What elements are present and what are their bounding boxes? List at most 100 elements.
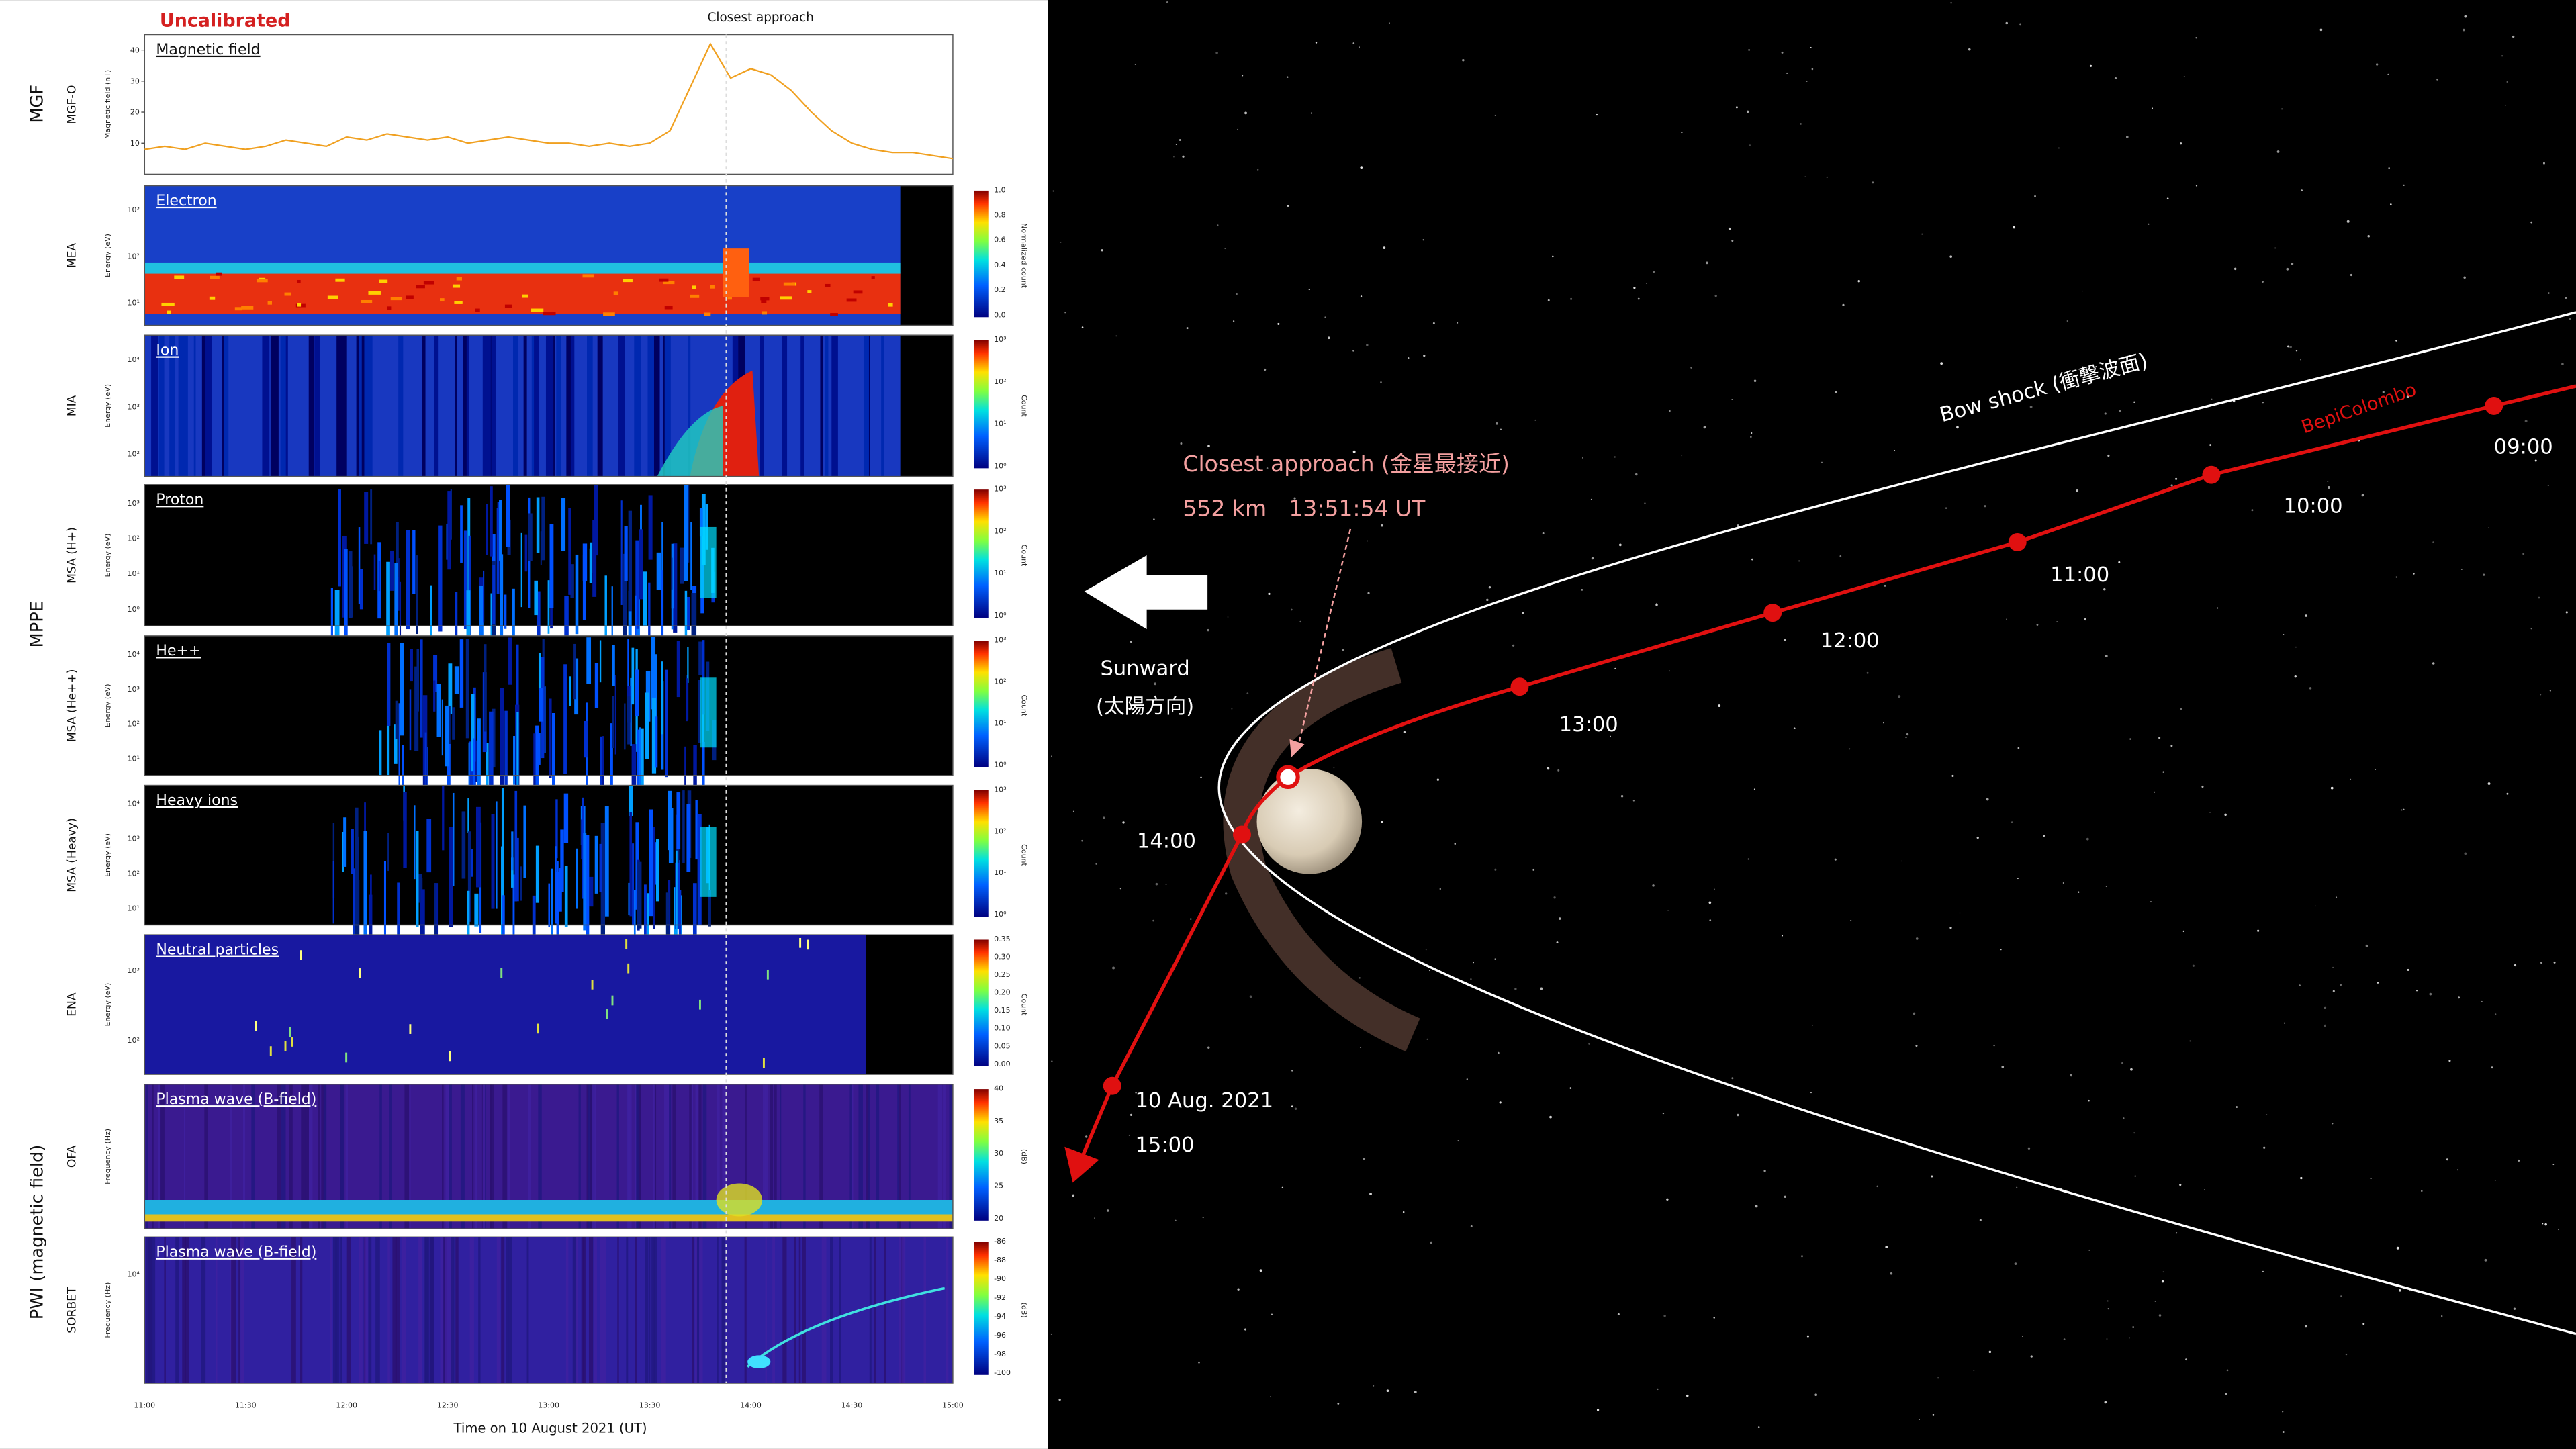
star bbox=[1207, 628, 1209, 632]
colorbar-label: Count bbox=[1020, 695, 1029, 717]
spectrogram-texture bbox=[541, 496, 545, 561]
spectrogram-texture bbox=[653, 335, 659, 477]
spectrogram-texture bbox=[676, 850, 678, 944]
star bbox=[2058, 147, 2060, 149]
panel-title: Plasma wave (B-field) bbox=[156, 1244, 316, 1261]
star bbox=[2132, 1326, 2135, 1328]
spectrogram-texture bbox=[398, 335, 402, 477]
spectrogram-texture bbox=[363, 831, 367, 938]
spectrogram-texture bbox=[548, 883, 551, 927]
star bbox=[1690, 367, 1692, 369]
spectrogram-texture bbox=[398, 558, 400, 611]
colorbar-tick-label: -96 bbox=[994, 1331, 1006, 1340]
star bbox=[1381, 524, 1383, 527]
spectrogram-texture bbox=[648, 582, 651, 647]
star bbox=[1718, 704, 1721, 707]
spectrogram-texture bbox=[500, 554, 504, 665]
y-tick-label: 10⁴ bbox=[128, 355, 140, 364]
star bbox=[1883, 722, 1884, 724]
star bbox=[1857, 280, 1860, 283]
spectrogram-texture bbox=[332, 823, 335, 898]
star bbox=[1470, 1225, 1473, 1227]
star bbox=[2266, 1114, 2268, 1115]
star bbox=[2287, 345, 2289, 348]
colorbar-tick-label: 0.00 bbox=[994, 1060, 1011, 1068]
spectrogram-texture bbox=[639, 727, 641, 799]
star bbox=[1988, 1350, 1992, 1354]
star bbox=[1268, 592, 1271, 596]
spectrogram-texture bbox=[392, 1237, 397, 1384]
star bbox=[2446, 1158, 2448, 1161]
star bbox=[2107, 454, 2110, 457]
star bbox=[1652, 884, 1655, 887]
star bbox=[2005, 21, 2008, 25]
spectrogram-texture bbox=[628, 785, 633, 816]
venus bbox=[1256, 769, 1363, 874]
spectrogram-texture bbox=[572, 1237, 577, 1384]
spectrogram-texture bbox=[561, 498, 566, 551]
spectrogram-texture bbox=[589, 542, 593, 573]
spectrogram-texture bbox=[504, 304, 512, 308]
star bbox=[2538, 596, 2540, 599]
star bbox=[1569, 1087, 1572, 1089]
spectrogram-texture bbox=[511, 831, 514, 871]
star bbox=[2106, 1338, 2108, 1340]
star bbox=[1781, 51, 1784, 54]
spectrogram-texture bbox=[623, 553, 628, 641]
spectrogram-texture bbox=[512, 874, 515, 936]
star bbox=[2133, 1132, 2135, 1134]
spectrogram-texture bbox=[556, 335, 561, 477]
star bbox=[1644, 502, 1646, 504]
star bbox=[2086, 837, 2089, 841]
spectrogram-bg bbox=[144, 335, 901, 477]
star bbox=[1291, 1105, 1293, 1108]
spectrogram-texture bbox=[414, 805, 416, 880]
panel-frame bbox=[144, 635, 954, 776]
spectrogram-texture bbox=[727, 296, 732, 300]
spectrogram-texture bbox=[300, 1237, 303, 1384]
star bbox=[1294, 1107, 1297, 1110]
star bbox=[1197, 1361, 1200, 1364]
spectrogram-texture bbox=[500, 688, 504, 793]
spectrogram-texture bbox=[469, 849, 473, 877]
star bbox=[1499, 1101, 1502, 1104]
spectrogram-texture bbox=[688, 485, 690, 563]
spectrogram-texture bbox=[627, 963, 630, 974]
panel-title: Ion bbox=[156, 342, 179, 359]
spectrogram-texture bbox=[825, 335, 829, 477]
spectrogram-texture bbox=[908, 1084, 911, 1229]
spectrogram-texture bbox=[394, 724, 398, 764]
star bbox=[1731, 1077, 1734, 1080]
spectrogram-texture bbox=[555, 846, 557, 924]
star bbox=[1549, 1115, 1552, 1119]
star bbox=[2014, 1262, 2017, 1265]
star bbox=[2234, 267, 2237, 271]
star bbox=[2549, 690, 2551, 692]
spectrogram-texture bbox=[333, 1237, 338, 1384]
spectrogram-texture bbox=[649, 809, 653, 917]
star bbox=[1540, 987, 1543, 990]
star bbox=[2558, 1229, 2559, 1231]
y-tick-label: 20 bbox=[130, 108, 140, 117]
star bbox=[1315, 42, 1318, 44]
spectrogram-texture bbox=[534, 580, 538, 616]
spectrogram-texture bbox=[289, 1027, 291, 1037]
star bbox=[1890, 1272, 1893, 1275]
star bbox=[1737, 1113, 1739, 1117]
star bbox=[1259, 1269, 1262, 1272]
spectrogram-texture bbox=[231, 1237, 236, 1384]
star bbox=[2128, 1337, 2131, 1339]
panel-title: He++ bbox=[156, 643, 201, 659]
spectrogram-texture bbox=[185, 1237, 189, 1384]
star bbox=[2088, 1249, 2090, 1251]
x-tick-label: 11:00 bbox=[134, 1401, 155, 1410]
y-tick-label: 10⁴ bbox=[128, 1270, 140, 1279]
spectrogram-texture bbox=[646, 893, 649, 970]
spectrogram-texture bbox=[327, 295, 338, 299]
spectrogram-texture bbox=[702, 640, 705, 715]
panel: Plasma wave (B-field) OFA Frequency (Hz) 40… bbox=[66, 1084, 1029, 1229]
star bbox=[2375, 63, 2379, 66]
spectrogram-texture bbox=[387, 643, 391, 726]
star bbox=[2179, 1183, 2182, 1186]
star bbox=[2456, 1169, 2458, 1171]
